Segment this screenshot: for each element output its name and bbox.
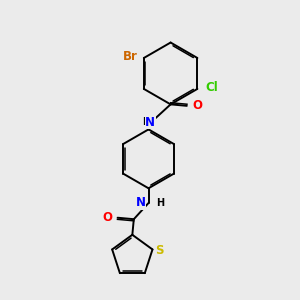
Text: O: O [102,211,112,224]
Text: O: O [192,99,202,112]
Text: H: H [142,117,151,127]
Text: S: S [155,244,164,257]
Text: N: N [145,116,155,128]
Text: H: H [156,198,164,208]
Text: N: N [136,196,146,209]
Text: Br: Br [123,50,138,63]
Text: Cl: Cl [206,81,218,94]
